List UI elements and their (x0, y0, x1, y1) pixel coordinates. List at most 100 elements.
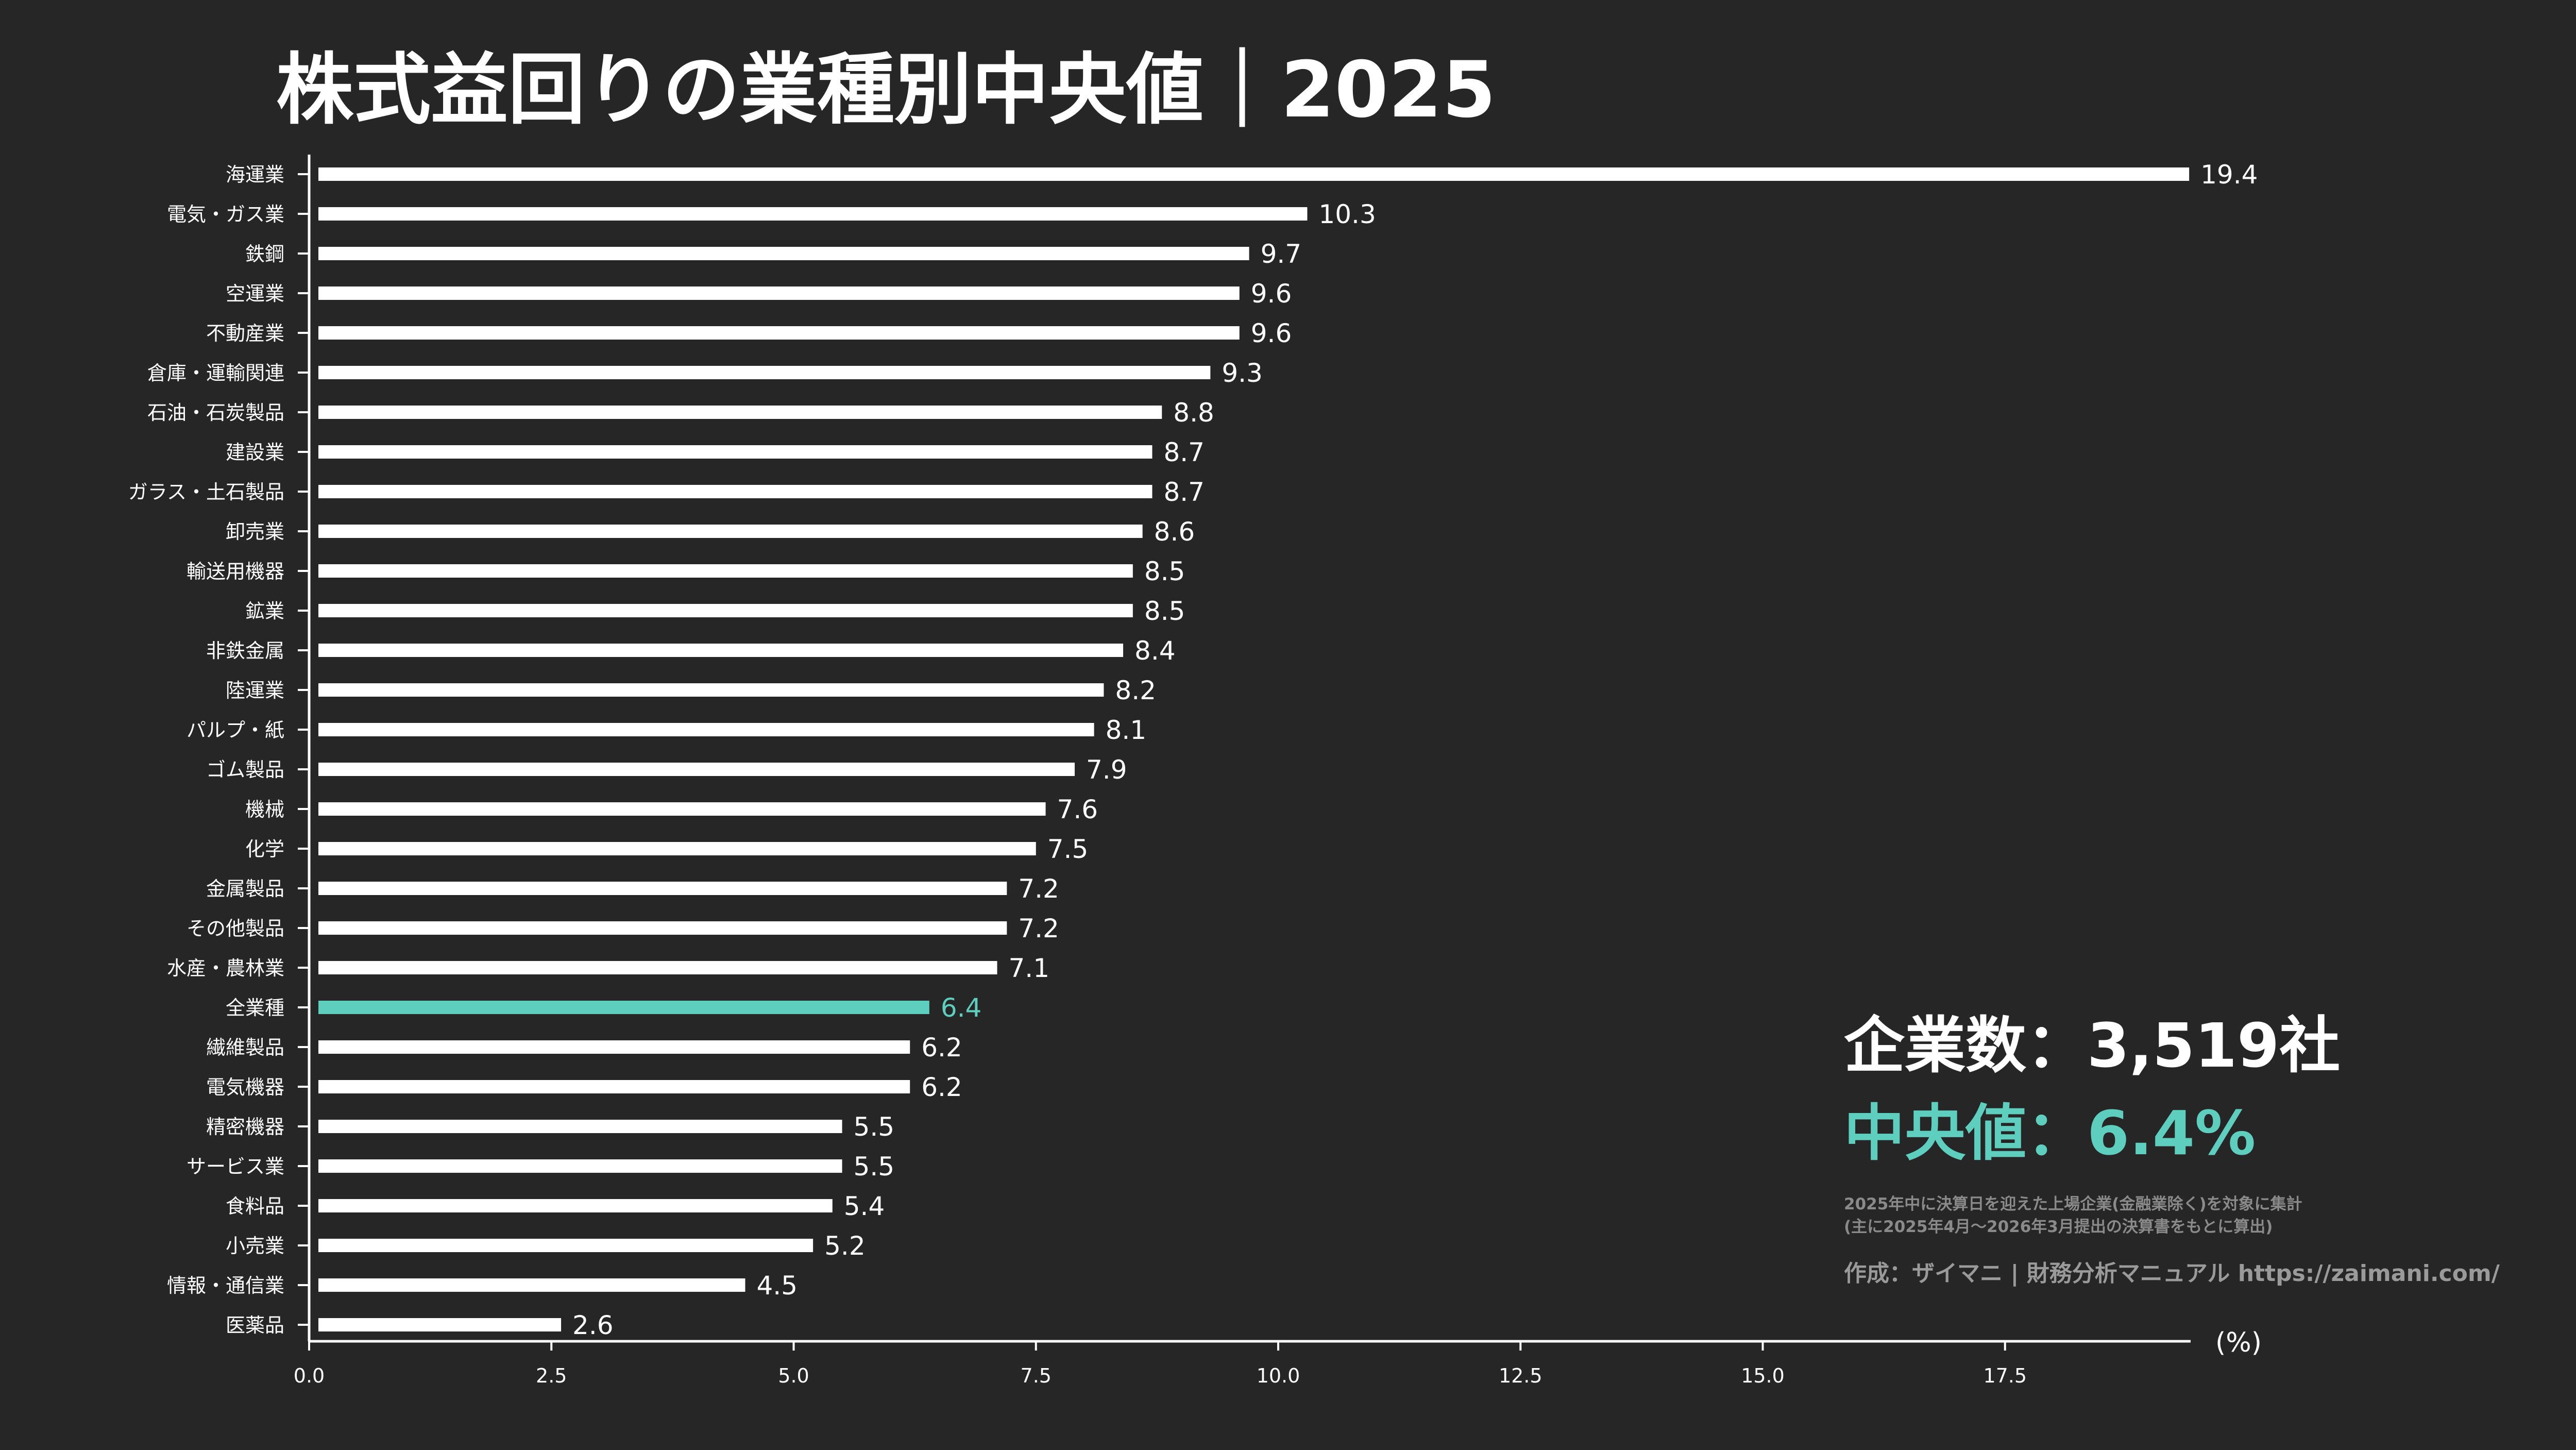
value-label: 8.2 (1115, 676, 1156, 705)
category-label: ゴム製品 (206, 758, 284, 781)
value-label: 7.5 (1047, 834, 1089, 864)
category-label: 非鉄金属 (206, 639, 284, 662)
value-label: 5.4 (844, 1191, 885, 1221)
value-label: 5.5 (854, 1152, 895, 1182)
value-label: 6.4 (941, 993, 982, 1023)
category-label: 空運業 (226, 282, 284, 305)
category-label: その他製品 (187, 917, 284, 940)
note-line-2: (主に2025年4月〜2026年3月提出の決算書をもとに算出) (1844, 1218, 2273, 1236)
category-label: 鉄鋼 (245, 243, 284, 265)
bar (318, 1278, 745, 1292)
category-label: 卸売業 (226, 520, 284, 543)
category-label: 石油・石炭製品 (147, 401, 284, 424)
category-label: 不動産業 (206, 322, 284, 345)
category-label: 金属製品 (206, 878, 284, 900)
bar (318, 604, 1133, 617)
category-label: 繊維製品 (206, 1036, 284, 1059)
category-label: 食料品 (226, 1195, 284, 1218)
value-label: 8.5 (1144, 596, 1185, 626)
bar (318, 247, 1249, 260)
value-label: 6.2 (921, 1072, 962, 1102)
value-label: 9.6 (1251, 279, 1292, 309)
bar (318, 207, 1308, 221)
category-label: 建設業 (226, 441, 284, 464)
bar (318, 961, 997, 974)
bar (318, 406, 1162, 419)
value-label: 7.9 (1086, 755, 1127, 785)
value-label: 5.5 (854, 1112, 895, 1142)
category-label: 輸送用機器 (187, 560, 284, 583)
bar (318, 1239, 814, 1252)
value-label: 8.1 (1106, 715, 1147, 745)
category-label: 医薬品 (226, 1314, 284, 1337)
note-line-1: 2025年中に決算日を迎えた上場企業(金融業除く)を対象に集計 (1844, 1195, 2302, 1213)
category-label: サービス業 (187, 1155, 284, 1178)
value-label: 8.4 (1134, 636, 1176, 666)
value-label: 10.3 (1318, 199, 1376, 229)
category-label: 水産・農林業 (167, 957, 284, 980)
x-tick-label: 15.0 (1741, 1364, 1785, 1387)
value-label: 8.7 (1163, 477, 1205, 507)
x-tick-label: 5.0 (778, 1364, 809, 1387)
value-label: 6.2 (921, 1033, 962, 1063)
value-label: 7.6 (1057, 795, 1098, 824)
x-tick-label: 2.5 (536, 1364, 567, 1387)
value-label: 7.2 (1018, 874, 1059, 904)
bar (318, 882, 1007, 895)
bar (318, 366, 1211, 379)
category-label: 陸運業 (226, 679, 284, 702)
value-label: 2.6 (572, 1310, 614, 1340)
value-label: 8.7 (1163, 437, 1205, 467)
category-label: 電気・ガス業 (167, 203, 284, 226)
category-label: 倉庫・運輸関連 (147, 362, 284, 384)
value-label: 4.5 (756, 1271, 798, 1301)
bar (318, 564, 1133, 578)
median-value: 中央値：6.4% (1844, 1098, 2256, 1169)
value-label: 9.3 (1222, 358, 1263, 388)
company-count: 企業数：3,519社 (1844, 1010, 2341, 1081)
bar (318, 921, 1007, 935)
category-label: 海運業 (226, 163, 284, 186)
x-tick-label: 17.5 (1983, 1364, 2027, 1387)
x-axis-label: (%) (2215, 1327, 2262, 1358)
bar (318, 286, 1240, 300)
category-label: 全業種 (226, 997, 284, 1019)
bar (318, 1120, 842, 1133)
category-label: 電気機器 (206, 1076, 284, 1099)
category-label: 化学 (245, 838, 284, 861)
bar (318, 842, 1036, 855)
value-label: 9.6 (1251, 318, 1292, 348)
bar (318, 723, 1094, 736)
bar (318, 1080, 910, 1093)
category-label: 精密機器 (206, 1116, 284, 1138)
x-tick-label: 7.5 (1021, 1364, 1052, 1387)
value-label: 8.5 (1144, 557, 1185, 586)
bar (318, 485, 1153, 498)
value-label: 9.7 (1261, 239, 1302, 269)
value-label: 8.8 (1173, 398, 1214, 428)
credit: 作成：ザイマニ | 財務分析マニュアル https://zaimani.com/ (1844, 1260, 2500, 1287)
bar (318, 1159, 842, 1173)
bar (318, 683, 1104, 697)
category-label: パルプ・紙 (187, 719, 284, 741)
value-label: 7.2 (1018, 914, 1059, 943)
bar (318, 1318, 562, 1331)
category-label: 鉱業 (245, 600, 284, 622)
bar (318, 802, 1046, 816)
category-label: 小売業 (226, 1235, 284, 1257)
value-label: 19.4 (2200, 160, 2258, 190)
value-label: 8.6 (1154, 517, 1195, 547)
chart-title: 株式益回りの業種別中央値｜2025 (276, 45, 1496, 135)
value-label: 7.1 (1009, 953, 1050, 983)
value-label: 5.2 (824, 1231, 866, 1261)
bar (318, 326, 1240, 340)
category-label: ガラス・土石製品 (128, 481, 284, 503)
bar (318, 763, 1075, 776)
bar (318, 1001, 929, 1014)
x-tick-label: 0.0 (294, 1364, 325, 1387)
bar (318, 1199, 833, 1212)
category-label: 情報・通信業 (167, 1274, 284, 1297)
bar (318, 445, 1153, 459)
bar (318, 167, 2190, 181)
